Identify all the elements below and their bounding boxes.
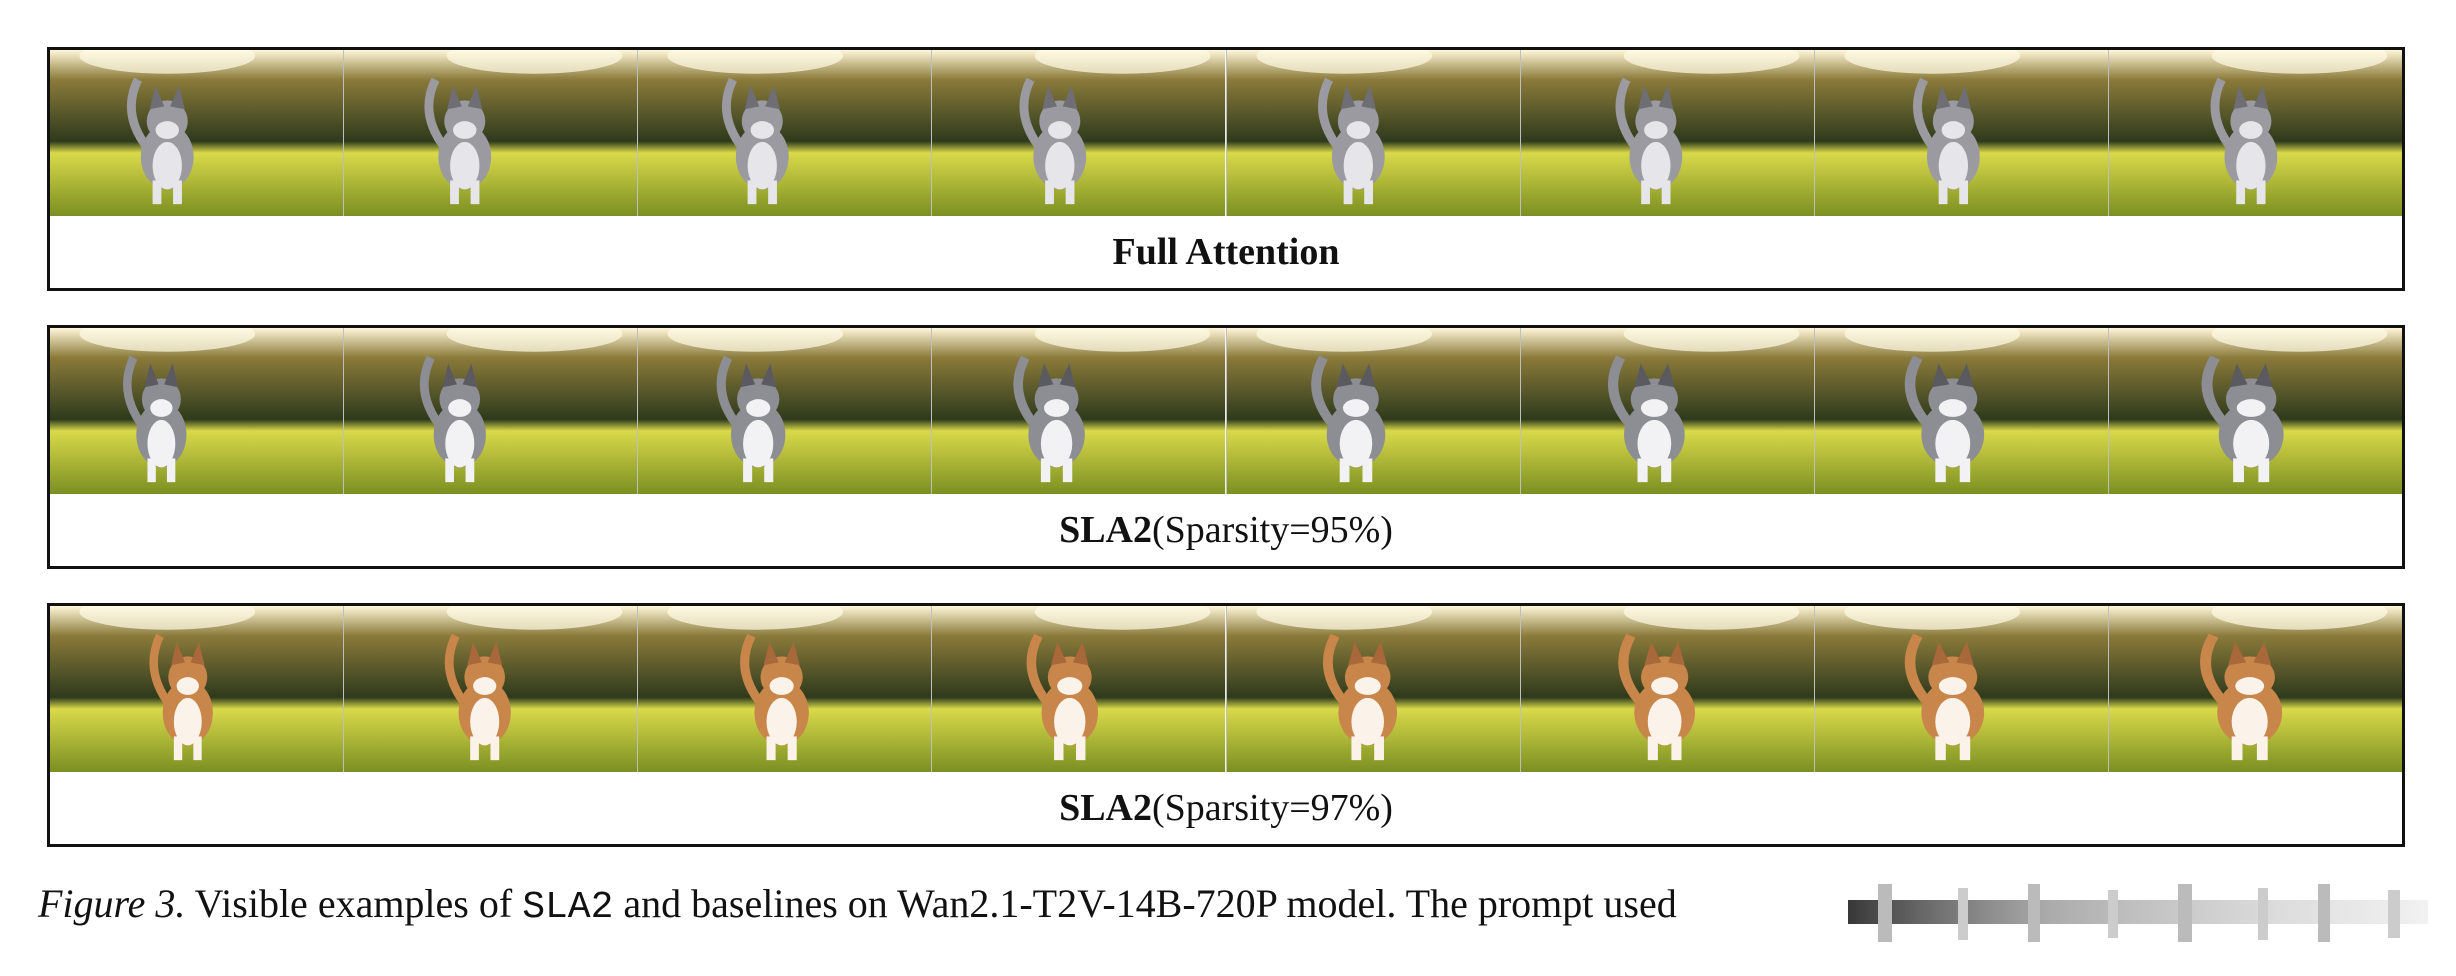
- video-frame: [1520, 606, 1815, 772]
- panel-caption-bold: SLA2: [1059, 509, 1152, 551]
- panel-caption-rest: (Sparsity=95%): [1151, 509, 1393, 551]
- video-frame: [2108, 328, 2402, 494]
- frame-strip: [50, 606, 2402, 772]
- video-frame: [2108, 606, 2402, 772]
- panel-caption: SLA2 (Sparsity=97%): [50, 772, 2402, 844]
- video-frame: [1814, 606, 2109, 772]
- panel-caption-bold: SLA2: [1059, 787, 1152, 829]
- redaction-watermark: [1848, 884, 2428, 942]
- video-frame: [1814, 50, 2109, 216]
- video-frame: [1814, 328, 2109, 494]
- frame-strip: [50, 50, 2402, 216]
- panel-sla2-97: SLA2 (Sparsity=97%): [47, 603, 2405, 847]
- panel-full-attention: Full Attention: [47, 47, 2405, 291]
- figure-caption: Figure 3. Visible examples of SLA2 and b…: [38, 880, 1677, 929]
- video-frame: [50, 328, 345, 494]
- video-frame: [1520, 50, 1815, 216]
- video-frame: [638, 606, 933, 772]
- video-frame: [344, 606, 639, 772]
- video-frame: [50, 50, 345, 216]
- video-frame: [932, 606, 1227, 772]
- panel-caption-rest: (Sparsity=97%): [1151, 787, 1393, 829]
- figure-caption-code: SLA2: [522, 886, 614, 929]
- video-frame: [50, 606, 345, 772]
- video-frame: [1226, 606, 1521, 772]
- video-frame: [932, 328, 1227, 494]
- panel-caption: Full Attention: [50, 216, 2402, 288]
- panel-sla2-95: SLA2 (Sparsity=95%): [47, 325, 2405, 569]
- frame-strip: [50, 328, 2402, 494]
- video-frame: [1226, 50, 1521, 216]
- video-frame: [1520, 328, 1815, 494]
- video-frame: [344, 328, 639, 494]
- panel-caption: SLA2 (Sparsity=95%): [50, 494, 2402, 566]
- panel-caption-bold: Full Attention: [1112, 231, 1340, 273]
- video-frame: [344, 50, 639, 216]
- figure-label: Figure 3.: [38, 881, 186, 926]
- video-frame: [638, 50, 933, 216]
- video-frame: [638, 328, 933, 494]
- video-frame: [2108, 50, 2402, 216]
- figure-caption-text-1: Visible examples of: [185, 881, 523, 926]
- video-frame: [1226, 328, 1521, 494]
- video-frame: [932, 50, 1227, 216]
- figure-caption-text-2: and baselines on Wan2.1-T2V-14B-720P mod…: [613, 881, 1677, 926]
